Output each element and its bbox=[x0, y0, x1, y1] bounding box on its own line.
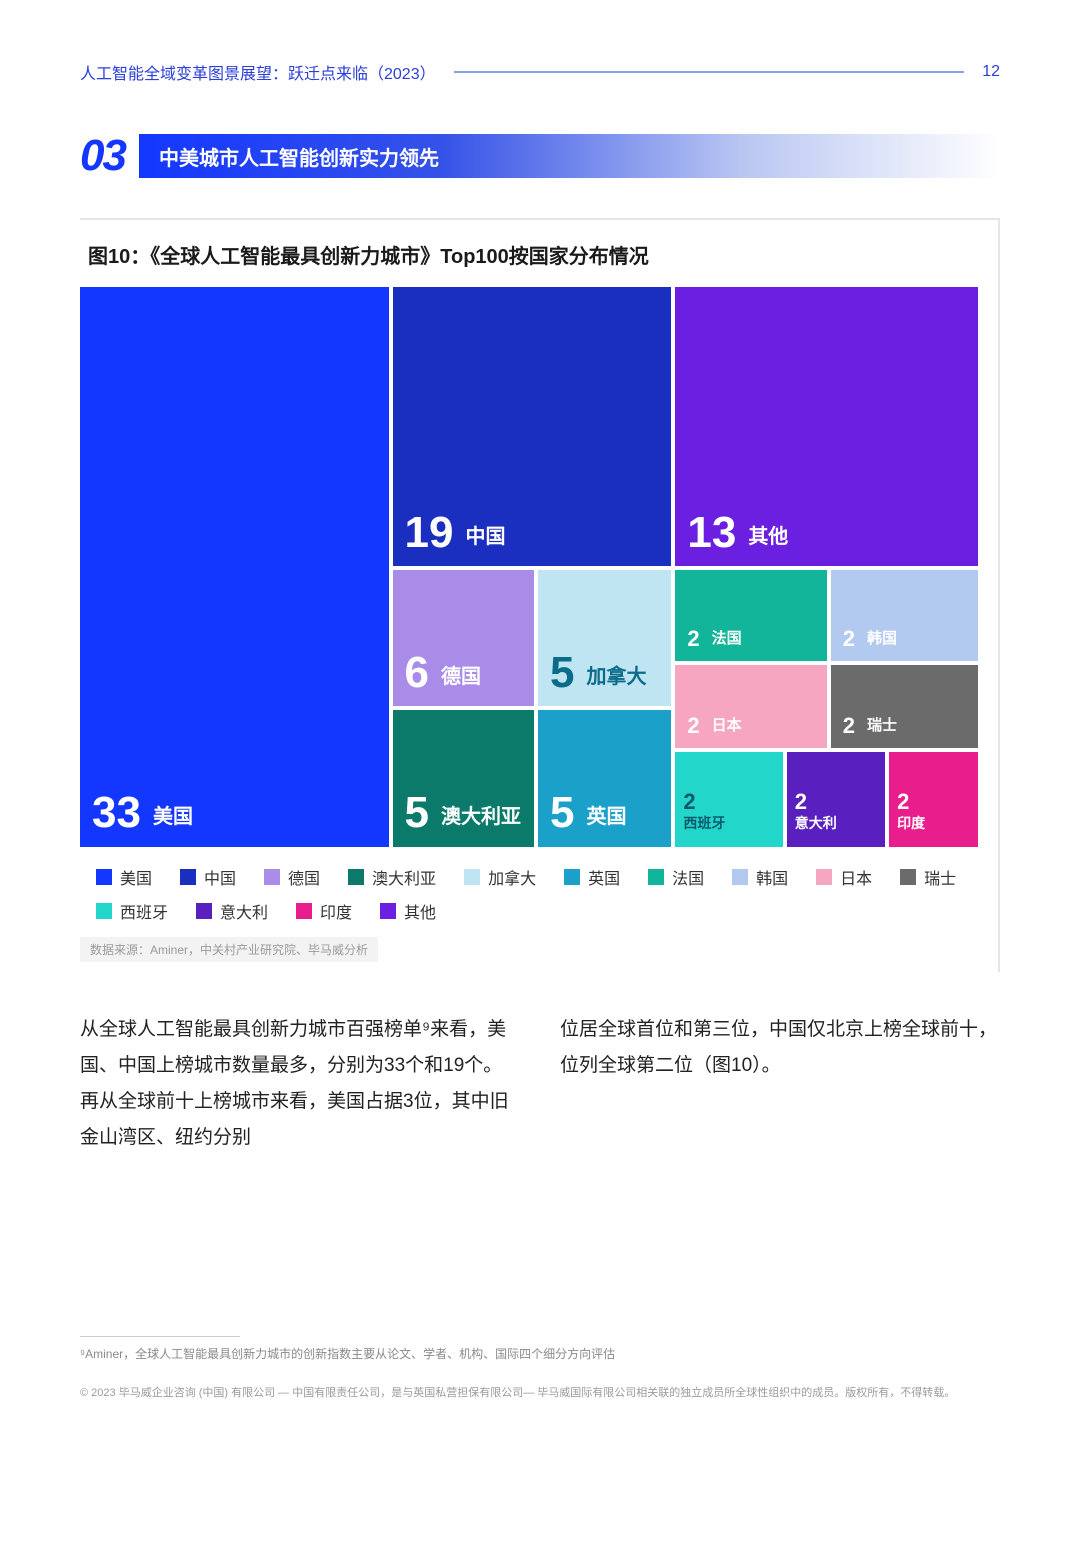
treemap-chart: 33美国19中国13其他6德国5加拿大5澳大利亚5英国2法国2韩国2日本2瑞士2… bbox=[80, 287, 978, 847]
treemap-cell-fr: 2法国 bbox=[675, 570, 828, 662]
legend-item: 西班牙 bbox=[96, 899, 168, 923]
footnote-rule bbox=[80, 1336, 240, 1337]
treemap-cell-it: 2意大利 bbox=[787, 752, 886, 847]
treemap-cell-ch: 2瑞士 bbox=[831, 665, 978, 749]
legend-item: 法国 bbox=[648, 865, 704, 889]
chart-container: 图10：《全球人工智能最具创新力城市》Top100按国家分布情况 33美国19中… bbox=[80, 218, 1000, 972]
legend-item: 德国 bbox=[264, 865, 320, 889]
section-header: 03 中美城市人工智能创新实力领先 bbox=[80, 134, 1000, 178]
legend-item: 其他 bbox=[380, 899, 436, 923]
treemap-cell-other: 13其他 bbox=[675, 287, 978, 567]
treemap-cell-uk: 5英国 bbox=[538, 710, 673, 847]
legend-item: 英国 bbox=[564, 865, 620, 889]
footnote: ⁹Aminer，全球人工智能最具创新力城市的创新指数主要从论文、学者、机构、国际… bbox=[80, 1345, 1000, 1362]
legend-item: 美国 bbox=[96, 865, 152, 889]
treemap-cell-es: 2西班牙 bbox=[675, 752, 783, 847]
running-title: 人工智能全域变革图景展望：跃迁点来临（2023） bbox=[80, 60, 436, 84]
section-number: 03 bbox=[80, 134, 139, 178]
treemap-cell-us: 33美国 bbox=[80, 287, 390, 847]
page-number: 12 bbox=[982, 63, 1000, 81]
running-header: 人工智能全域变革图景展望：跃迁点来临（2023） 12 bbox=[80, 60, 1000, 84]
body-col-2: 位居全球首位和第三位，中国仅北京上榜全球前十，位列全球第二位（图10）。 bbox=[560, 1012, 1000, 1156]
section-title-bar: 中美城市人工智能创新实力领先 bbox=[139, 134, 1000, 178]
treemap-cell-ca: 5加拿大 bbox=[538, 570, 673, 707]
legend-item: 加拿大 bbox=[464, 865, 536, 889]
treemap-cell-kr: 2韩国 bbox=[831, 570, 978, 662]
legend-item: 意大利 bbox=[196, 899, 268, 923]
legend-item: 中国 bbox=[180, 865, 236, 889]
treemap-cell-in: 2印度 bbox=[889, 752, 978, 847]
header-rule bbox=[454, 71, 965, 73]
treemap-cell-au: 5澳大利亚 bbox=[393, 710, 535, 847]
section-title: 中美城市人工智能创新实力领先 bbox=[159, 142, 439, 171]
page: 人工智能全域变革图景展望：跃迁点来临（2023） 12 03 中美城市人工智能创… bbox=[0, 0, 1080, 1560]
legend-item: 澳大利亚 bbox=[348, 865, 436, 889]
chart-legend: 美国 中国 德国 澳大利亚 加拿大 英国 法国 韩国 日本 瑞士西班牙 意大利 印度 其他 bbox=[96, 865, 978, 923]
body-col-1: 从全球人工智能最具创新力城市百强榜单⁹来看，美国、中国上榜城市数量最多，分别为3… bbox=[80, 1012, 520, 1156]
treemap-cell-jp: 2日本 bbox=[675, 665, 828, 749]
copyright: © 2023 毕马威企业咨询 (中国) 有限公司 — 中国有限责任公司，是与英国… bbox=[80, 1384, 1000, 1400]
legend-item: 瑞士 bbox=[900, 865, 956, 889]
treemap-cell-de: 6德国 bbox=[393, 570, 535, 707]
legend-item: 韩国 bbox=[732, 865, 788, 889]
treemap-cell-cn: 19中国 bbox=[393, 287, 673, 567]
chart-source: 数据来源：Aminer，中关村产业研究院、毕马威分析 bbox=[80, 937, 378, 962]
legend-item: 日本 bbox=[816, 865, 872, 889]
legend-item: 印度 bbox=[296, 899, 352, 923]
body-text: 从全球人工智能最具创新力城市百强榜单⁹来看，美国、中国上榜城市数量最多，分别为3… bbox=[80, 1012, 1000, 1156]
chart-title: 图10：《全球人工智能最具创新力城市》Top100按国家分布情况 bbox=[88, 240, 978, 269]
